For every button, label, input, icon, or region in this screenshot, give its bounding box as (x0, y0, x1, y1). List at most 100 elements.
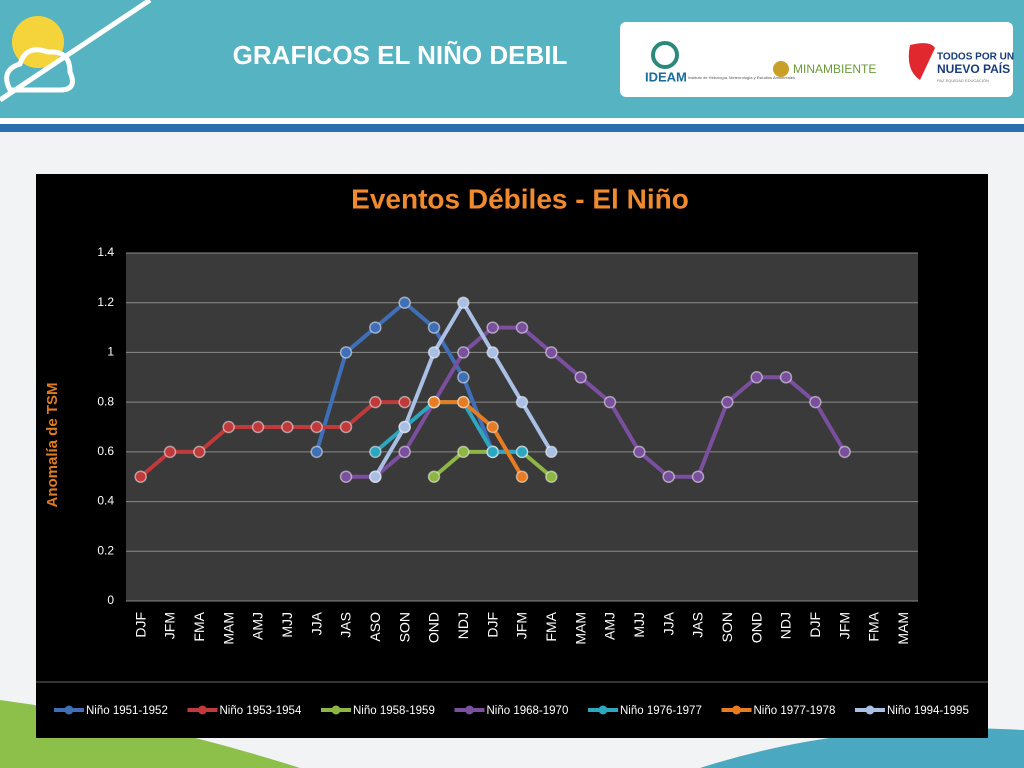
data-point (662, 470, 675, 483)
legend-marker (64, 705, 74, 715)
legend-label: Niño 1976-1977 (620, 705, 702, 717)
data-point (838, 445, 851, 459)
data-point (339, 470, 353, 483)
data-point (339, 420, 353, 434)
logo-icon (651, 41, 679, 69)
y-tick-label: 1.2 (97, 295, 114, 309)
legend-label: Niño 1958-1959 (353, 705, 435, 717)
x-tick-label: DJF (807, 612, 823, 638)
logo-todos-sub: PAZ EQUIDAD EDUCACIÓN (937, 78, 989, 83)
data-point (369, 321, 382, 334)
header-stripe (0, 124, 1024, 132)
x-tick-label: OND (748, 612, 764, 643)
legend-marker (331, 705, 341, 715)
legend-label: Niño 1951-1952 (86, 705, 168, 717)
x-tick-label: JAS (338, 612, 354, 638)
x-tick-label: MJJ (279, 612, 295, 638)
data-point (603, 395, 617, 409)
x-tick-label: SON (396, 612, 412, 642)
legend-label: Niño 1968-1970 (487, 705, 569, 717)
legend-marker (598, 705, 608, 715)
data-point (310, 445, 323, 459)
x-tick-label: FMA (191, 611, 207, 641)
logo-icon (908, 43, 935, 80)
logo-todos: TODOS POR UN (937, 52, 1014, 63)
x-tick-label: DJF (484, 612, 500, 638)
logo-ideam-sub: Instituto de Hidrología, Meteorología y … (688, 75, 795, 80)
data-point (457, 395, 470, 409)
data-point (427, 346, 441, 359)
data-point (457, 346, 470, 359)
x-tick-label: JJA (660, 611, 676, 635)
data-point (515, 395, 529, 409)
x-tick-label: SON (719, 612, 735, 642)
data-point (545, 346, 558, 359)
data-point (134, 470, 147, 483)
data-point (398, 395, 411, 409)
data-point (486, 321, 499, 334)
data-point (750, 371, 763, 384)
y-tick-label: 0.4 (97, 494, 114, 508)
x-tick-label: AMJ (602, 612, 618, 640)
data-point (369, 445, 382, 459)
x-tick-label: MAM (572, 612, 588, 645)
data-point (310, 420, 323, 434)
y-tick-label: 0.2 (97, 543, 114, 557)
data-point (574, 371, 587, 384)
data-point (721, 395, 734, 409)
legend-label: Niño 1994-1995 (887, 705, 969, 717)
legend-marker (732, 705, 741, 715)
data-point (515, 445, 529, 459)
data-point (779, 371, 793, 384)
data-point (486, 445, 499, 459)
y-tick-label: 1.4 (97, 245, 114, 259)
legend-marker (198, 705, 207, 715)
slide-title: GRAFICOS EL NIÑO DEBIL (233, 40, 568, 70)
x-tick-label: JFM (514, 612, 530, 639)
data-point (515, 321, 529, 334)
y-tick-label: 0.6 (97, 444, 114, 458)
y-tick-label: 0 (107, 593, 114, 607)
decor-shape (700, 728, 1024, 768)
x-tick-label: MAM (895, 612, 911, 645)
logo-box (620, 22, 1013, 97)
data-point (398, 420, 411, 434)
data-point (339, 346, 353, 359)
cloud-icon (4, 47, 75, 93)
data-point (545, 470, 558, 483)
legend-label: Niño 1953-1954 (220, 705, 302, 717)
x-tick-label: AMJ (250, 612, 266, 640)
x-tick-label: JFM (836, 612, 852, 639)
x-tick-label: JJA (308, 611, 324, 635)
data-point (193, 445, 206, 459)
x-tick-label: NDJ (455, 612, 471, 639)
legend-label: Niño 1977-1978 (754, 705, 836, 717)
data-point (457, 445, 470, 459)
y-tick-label: 0.8 (97, 394, 114, 408)
data-point (545, 445, 558, 459)
x-tick-label: MAM (220, 612, 236, 645)
data-point (515, 470, 529, 483)
data-point (398, 296, 411, 309)
data-point (251, 420, 265, 434)
chart-title: Eventos Débiles - El Niño (351, 183, 689, 214)
x-tick-label: ASO (367, 612, 383, 642)
data-point (427, 321, 441, 334)
data-point (369, 470, 382, 483)
header-stripe (0, 118, 1024, 124)
x-tick-label: OND (426, 612, 442, 643)
x-tick-label: MJJ (631, 612, 647, 638)
y-tick-label: 1 (107, 345, 114, 359)
y-axis-label: Anomalía de TSM (44, 382, 61, 507)
x-tick-label: JFM (162, 612, 178, 639)
decor-line (0, 0, 152, 103)
x-tick-label: DJF (132, 612, 148, 638)
legend-marker (465, 705, 474, 715)
data-point (163, 445, 177, 459)
series-line (434, 400, 524, 478)
logo-ideam: IDEAM (645, 69, 687, 84)
data-point (809, 395, 822, 409)
data-point (369, 395, 382, 409)
data-point (633, 445, 646, 459)
